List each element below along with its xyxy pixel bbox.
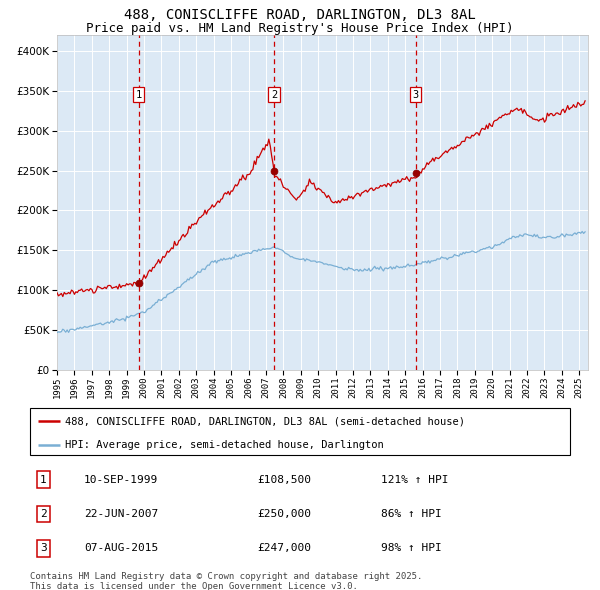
Text: £250,000: £250,000 xyxy=(257,509,311,519)
Text: 22-JUN-2007: 22-JUN-2007 xyxy=(84,509,158,519)
Text: £108,500: £108,500 xyxy=(257,474,311,484)
Text: 3: 3 xyxy=(40,543,47,553)
Text: 10-SEP-1999: 10-SEP-1999 xyxy=(84,474,158,484)
Text: 98% ↑ HPI: 98% ↑ HPI xyxy=(381,543,442,553)
Text: Contains HM Land Registry data © Crown copyright and database right 2025.
This d: Contains HM Land Registry data © Crown c… xyxy=(30,572,422,590)
Text: 488, CONISCLIFFE ROAD, DARLINGTON, DL3 8AL: 488, CONISCLIFFE ROAD, DARLINGTON, DL3 8… xyxy=(124,8,476,22)
Text: £247,000: £247,000 xyxy=(257,543,311,553)
Text: 86% ↑ HPI: 86% ↑ HPI xyxy=(381,509,442,519)
Text: 2: 2 xyxy=(40,509,47,519)
Text: 2: 2 xyxy=(271,90,277,100)
Text: 121% ↑ HPI: 121% ↑ HPI xyxy=(381,474,449,484)
Text: 1: 1 xyxy=(40,474,47,484)
Text: 3: 3 xyxy=(413,90,419,100)
Text: 488, CONISCLIFFE ROAD, DARLINGTON, DL3 8AL (semi-detached house): 488, CONISCLIFFE ROAD, DARLINGTON, DL3 8… xyxy=(65,416,465,426)
Text: HPI: Average price, semi-detached house, Darlington: HPI: Average price, semi-detached house,… xyxy=(65,440,384,450)
Text: 07-AUG-2015: 07-AUG-2015 xyxy=(84,543,158,553)
Text: Price paid vs. HM Land Registry's House Price Index (HPI): Price paid vs. HM Land Registry's House … xyxy=(86,22,514,35)
Text: 1: 1 xyxy=(136,90,142,100)
